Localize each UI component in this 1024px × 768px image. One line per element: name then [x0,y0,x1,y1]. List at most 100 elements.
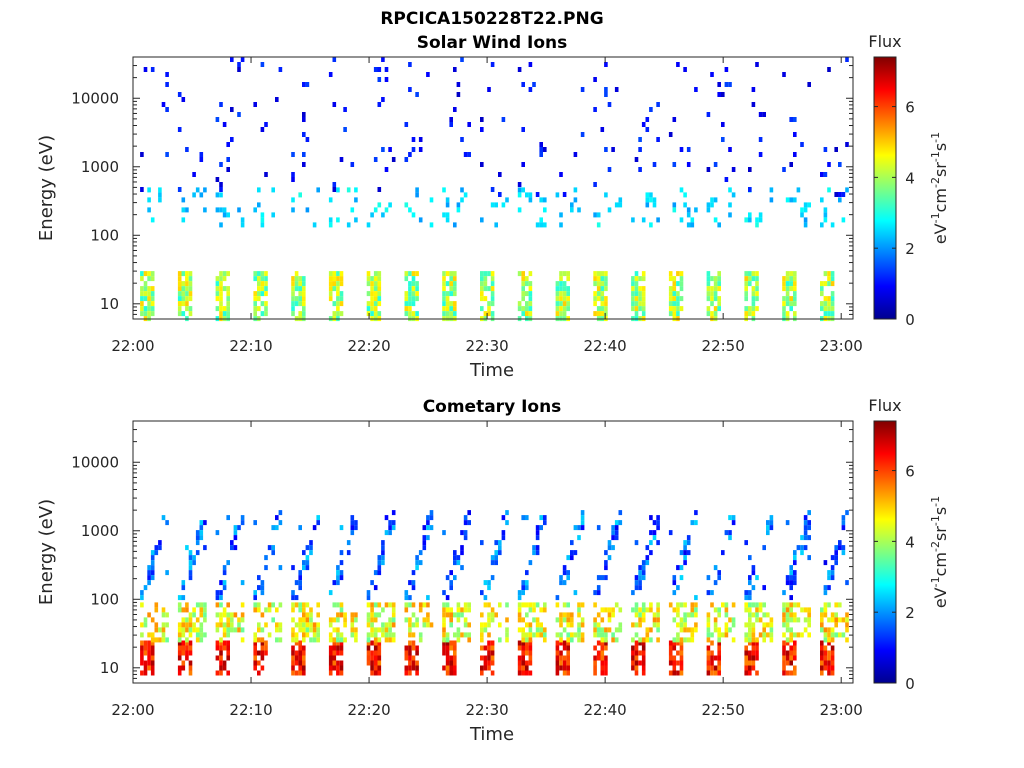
spectrogram-cell [222,665,227,671]
spectrogram-cell [336,602,340,608]
spectrogram-cell [758,617,763,623]
spectrogram-cell [641,291,646,297]
spectrogram-cell [377,612,382,618]
colorbar-tick-label: 0 [905,311,915,329]
spectrogram-cell [271,212,275,218]
spectrogram-cell [463,535,468,541]
spectrogram-cell [418,632,423,638]
spectrogram-cell [181,622,186,628]
spectrogram-cell [140,291,144,297]
spectrogram-cell [453,301,457,307]
spectrogram-cell [494,540,498,546]
spectrogram-cell [641,640,646,646]
spectrogram-cell [316,622,320,628]
spectrogram-cell [713,617,718,623]
spectrogram-cell [525,276,529,282]
spectrogram-cell [751,570,756,576]
spectrogram-cell [154,637,159,643]
spectrogram-cell [748,607,752,613]
spectrogram-cell [600,650,605,656]
spectrogram-cell [377,665,382,671]
spectrogram-cell [418,137,423,142]
spectrogram-cell [445,665,450,671]
spectrogram-cell [222,565,227,571]
spectrogram-cell [219,595,223,601]
spectrogram-cell [559,291,563,297]
spectrogram-cell [388,530,392,536]
spectrogram-cell [275,607,279,613]
spectrogram-cell [793,665,797,671]
spectrogram-cell [807,202,811,208]
spectrogram-cell [600,640,605,646]
spectrogram-cell [789,650,793,656]
spectrogram-cell [460,187,464,193]
spectrogram-cell [483,660,488,666]
spectrogram-cell [203,607,207,613]
spectrogram-cell [710,650,714,656]
spectrogram-cell [366,655,371,661]
spectrogram-cell [442,632,446,638]
spectrogram-cell [147,650,151,656]
spectrogram-cell [195,530,200,536]
spectrogram-cell [751,665,756,671]
spectrogram-cell [521,306,525,312]
spectrogram-cell [381,540,385,546]
spectrogram-cell [219,617,223,623]
spectrogram-cell [694,622,698,628]
spectrogram-cell [641,670,646,676]
spectrogram-cell [614,535,619,541]
spectrogram-cell [789,670,793,676]
spectrogram-cell [686,147,691,152]
spectrogram-cell [181,665,186,671]
spectrogram-cell [328,622,333,628]
spectrogram-cell [758,607,763,613]
spectrogram-cell [596,212,601,218]
spectrogram-cell [418,637,423,643]
spectrogram-cell [490,291,495,297]
spectrogram-cell [803,545,808,551]
spectrogram-cell [604,665,608,671]
spectrogram-cell [604,92,608,97]
spectrogram-cell [820,665,824,671]
spectrogram-cell [676,311,680,317]
spectrogram-cell [467,122,471,127]
spectrogram-cell [744,540,748,546]
spectrogram-cell [388,202,392,208]
spectrogram-cell [219,222,223,228]
spectrogram-cell [445,291,450,297]
spectrogram-cell [445,602,450,608]
spectrogram-cell [226,157,230,162]
spectrogram-cell [370,627,374,633]
spectrogram-cell [604,271,608,277]
spectrogram-cell [480,276,484,282]
spectrogram-cell [408,207,412,213]
spectrogram-cell [429,197,434,203]
spectrogram-cell [494,550,498,556]
spectrogram-cell [328,590,333,596]
spectrogram-cell [339,570,344,576]
spectrogram-cell [411,296,416,302]
spectrogram-cell [724,607,729,613]
spectrogram-cell [525,650,529,656]
spectrogram-cell [463,602,468,608]
spectrogram-cell [604,306,608,312]
spectrogram-cell [827,296,831,302]
spectrogram-cell [762,612,766,618]
spectrogram-cell [188,575,193,581]
spectrogram-cell [490,187,495,192]
spectrogram-cell [442,291,446,297]
spectrogram-cell [226,612,230,618]
spectrogram-cell [820,291,824,297]
spectrogram-cell [291,655,295,661]
spectrogram-cell [294,271,299,277]
spectrogram-cell [782,670,786,676]
spectrogram-cell [562,612,567,618]
spectrogram-cell [140,152,144,157]
spectrogram-cell [222,271,227,277]
spectrogram-cell [656,622,660,628]
spectrogram-cell [411,655,416,661]
spectrogram-cell [260,590,265,596]
spectrogram-cell [823,306,828,312]
spectrogram-cell [748,640,752,646]
spectrogram-cell [634,296,639,302]
